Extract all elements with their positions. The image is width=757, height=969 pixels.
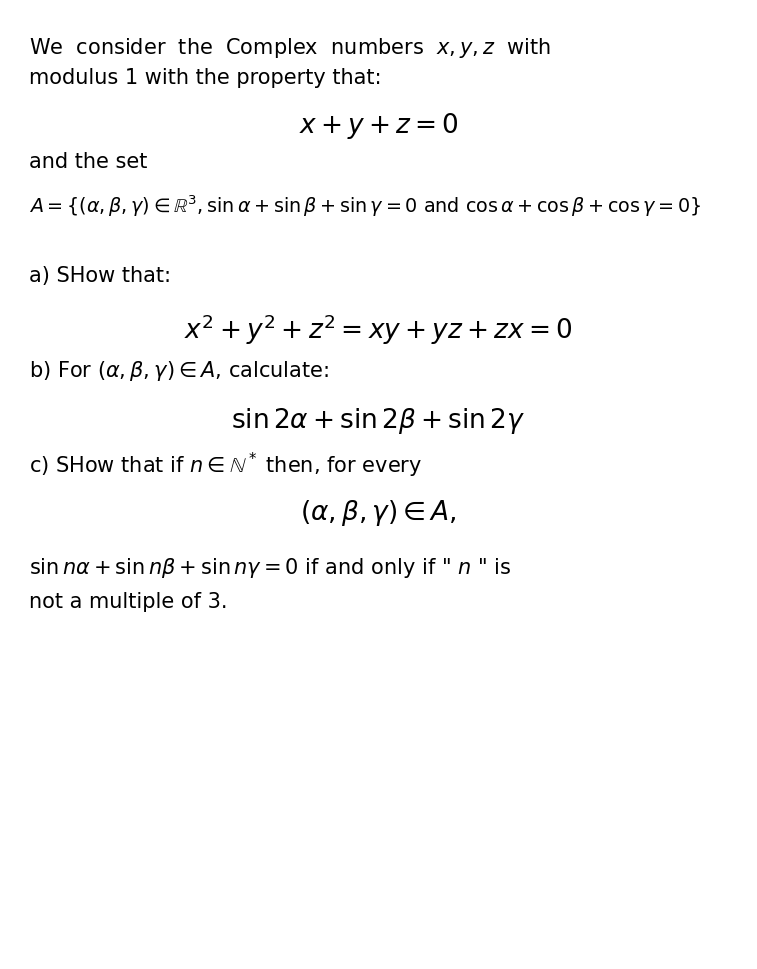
Text: not a multiple of 3.: not a multiple of 3. xyxy=(29,591,227,611)
Text: c) SHow that if $n \in \mathbb{N}^*$ then, for every: c) SHow that if $n \in \mathbb{N}^*$ the… xyxy=(29,451,422,480)
Text: $(\alpha, \beta, \gamma) \in A,$: $(\alpha, \beta, \gamma) \in A,$ xyxy=(301,497,456,527)
Text: a) SHow that:: a) SHow that: xyxy=(29,266,171,286)
Text: $\sin n\alpha + \sin n\beta + \sin n\gamma = 0$ if and only if " $n$ " is: $\sin n\alpha + \sin n\beta + \sin n\gam… xyxy=(29,555,511,579)
Text: and the set: and the set xyxy=(29,152,147,172)
Text: $x + y + z = 0$: $x + y + z = 0$ xyxy=(298,110,459,141)
Text: modulus 1 with the property that:: modulus 1 with the property that: xyxy=(29,68,382,88)
Text: $A = \{(\alpha, \beta, \gamma) \in \mathbb{R}^3, \sin \alpha + \sin \beta + \sin: $A = \{(\alpha, \beta, \gamma) \in \math… xyxy=(29,194,701,219)
Text: b) For $(\alpha, \beta, \gamma) \in A$, calculate:: b) For $(\alpha, \beta, \gamma) \in A$, … xyxy=(29,359,329,383)
Text: We  consider  the  Complex  numbers  $x, y, z$  with: We consider the Complex numbers $x, y, z… xyxy=(29,36,551,60)
Text: $x^2 + y^2 + z^2 = xy + yz + zx = 0$: $x^2 + y^2 + z^2 = xy + yz + zx = 0$ xyxy=(185,312,572,347)
Text: $\sin 2\alpha + \sin 2\beta + \sin 2\gamma$: $\sin 2\alpha + \sin 2\beta + \sin 2\gam… xyxy=(232,406,525,436)
